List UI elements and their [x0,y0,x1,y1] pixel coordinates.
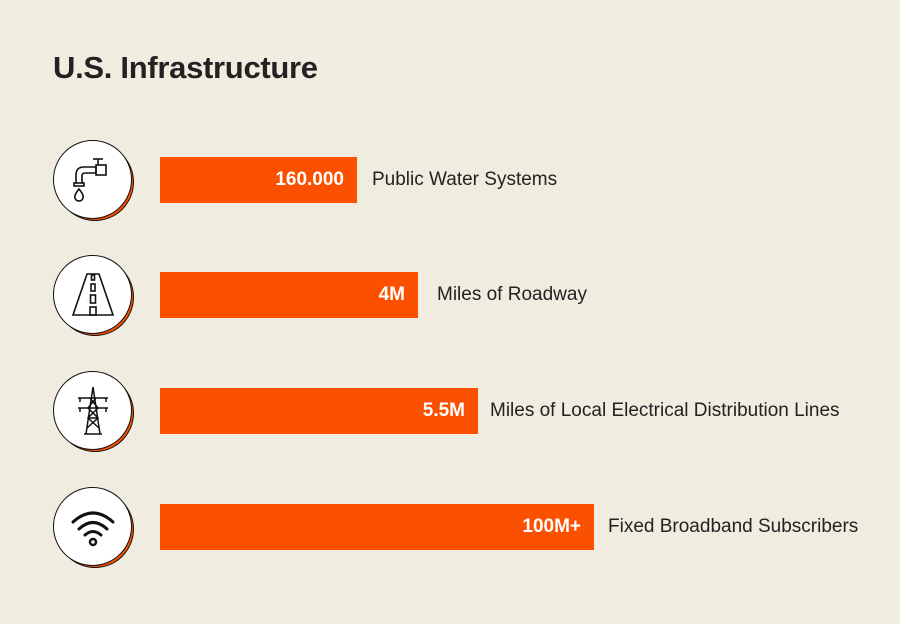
value-bar: 100M+ [160,504,594,550]
item-label: Fixed Broadband Subscribers [608,516,859,537]
item-label: Miles of Roadway [437,284,587,305]
icon-badge [53,487,134,568]
value-bar: 5.5M [160,388,478,434]
infrastructure-row: 160.000 Public Water Systems [0,135,900,225]
infrastructure-row: 4M Miles of Roadway [0,250,900,340]
faucet-icon [72,157,107,202]
value-bar: 4M [160,272,418,318]
icon-badge [53,140,134,221]
item-label: Public Water Systems [372,169,558,190]
icon-badge [53,371,134,452]
power-tower-icon [77,386,108,435]
infrastructure-row: 100M+ Fixed Broadband Subscribers [0,482,900,572]
wifi-icon [71,511,114,546]
road-icon [71,272,114,316]
icon-badge [53,255,134,336]
item-label: Miles of Local Electrical Distribution L… [490,400,840,421]
value-bar: 160.000 [160,157,357,203]
infrastructure-row: 5.5M Miles of Local Electrical Distribut… [0,366,900,456]
page-title: U.S. Infrastructure [53,50,318,85]
